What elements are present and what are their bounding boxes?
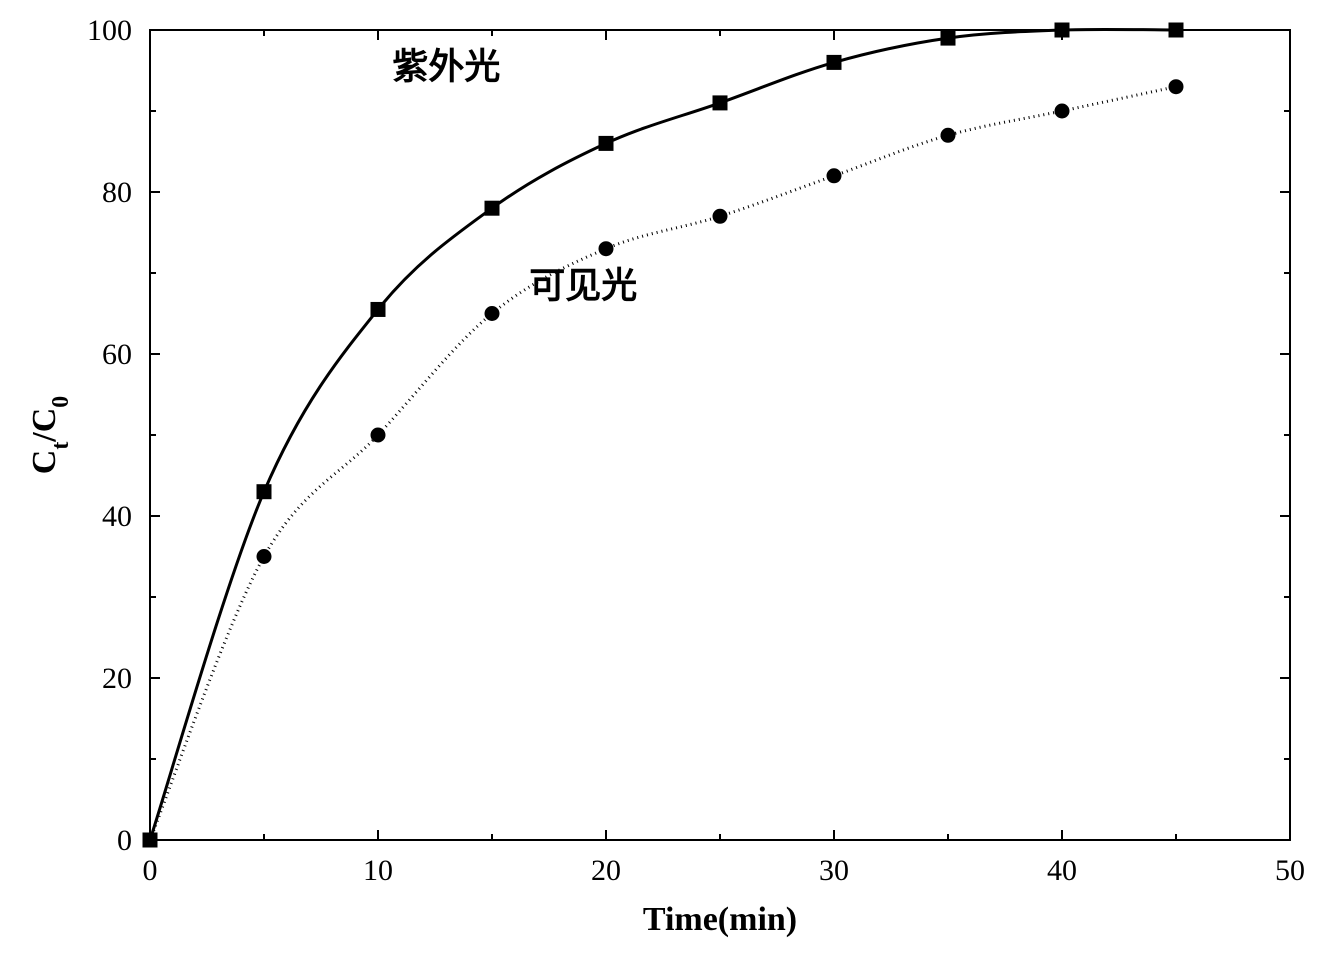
marker-visible (1055, 104, 1069, 118)
x-tick-label: 10 (363, 854, 393, 887)
y-tick-label: 0 (117, 824, 132, 857)
marker-visible (599, 242, 613, 256)
y-tick-label: 40 (102, 500, 132, 533)
series-label-visible: 可见光 (529, 265, 637, 305)
marker-uv (257, 485, 271, 499)
y-tick-label: 60 (102, 338, 132, 371)
y-tick-label: 100 (87, 14, 132, 47)
marker-uv (1055, 23, 1069, 37)
chart-background (0, 0, 1320, 967)
x-tick-label: 0 (143, 854, 158, 887)
marker-visible (941, 128, 955, 142)
marker-uv (485, 201, 499, 215)
series-label-uv: 紫外光 (392, 47, 500, 87)
chart-container: 01020304050020406080100Time(min)Ct/C0紫外光… (0, 0, 1320, 967)
marker-visible (371, 428, 385, 442)
marker-uv (827, 55, 841, 69)
marker-uv (371, 302, 385, 316)
x-tick-label: 30 (819, 854, 849, 887)
marker-uv (599, 136, 613, 150)
x-tick-label: 40 (1047, 854, 1077, 887)
y-tick-label: 20 (102, 662, 132, 695)
marker-uv (1169, 23, 1183, 37)
marker-visible (257, 550, 271, 564)
x-tick-label: 50 (1275, 854, 1305, 887)
chart-svg: 01020304050020406080100Time(min)Ct/C0紫外光… (0, 0, 1320, 967)
marker-visible (485, 307, 499, 321)
marker-uv (941, 31, 955, 45)
x-tick-label: 20 (591, 854, 621, 887)
x-axis-label: Time(min) (643, 901, 797, 938)
marker-visible (143, 833, 157, 847)
marker-uv (713, 96, 727, 110)
y-tick-label: 80 (102, 176, 132, 209)
marker-visible (1169, 80, 1183, 94)
marker-visible (827, 169, 841, 183)
marker-visible (713, 209, 727, 223)
